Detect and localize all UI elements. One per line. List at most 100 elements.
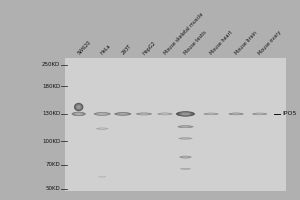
Ellipse shape	[182, 156, 189, 158]
Ellipse shape	[178, 137, 193, 139]
Text: 50KD: 50KD	[45, 186, 60, 191]
Ellipse shape	[137, 113, 151, 115]
Ellipse shape	[179, 112, 192, 116]
Ellipse shape	[205, 113, 217, 115]
Ellipse shape	[256, 113, 264, 115]
Ellipse shape	[138, 113, 150, 115]
Text: 100KD: 100KD	[42, 139, 60, 144]
Ellipse shape	[180, 126, 191, 128]
Ellipse shape	[233, 113, 239, 114]
Text: 250KD: 250KD	[42, 62, 60, 67]
Ellipse shape	[179, 126, 192, 128]
Ellipse shape	[203, 113, 219, 115]
Ellipse shape	[182, 126, 189, 127]
Ellipse shape	[181, 168, 190, 170]
Ellipse shape	[255, 113, 265, 115]
Ellipse shape	[99, 176, 105, 177]
Ellipse shape	[98, 113, 106, 115]
Ellipse shape	[95, 112, 110, 115]
Ellipse shape	[100, 128, 105, 129]
Text: 70KD: 70KD	[45, 162, 60, 167]
Ellipse shape	[99, 113, 106, 115]
Ellipse shape	[157, 113, 172, 115]
Ellipse shape	[181, 168, 190, 169]
Text: Mouse ovary: Mouse ovary	[257, 30, 282, 56]
Ellipse shape	[183, 138, 188, 139]
Ellipse shape	[114, 112, 131, 116]
Ellipse shape	[162, 113, 168, 114]
Ellipse shape	[207, 113, 215, 115]
Ellipse shape	[180, 138, 191, 139]
Ellipse shape	[181, 126, 190, 127]
Ellipse shape	[97, 128, 108, 129]
Ellipse shape	[141, 113, 147, 114]
Ellipse shape	[73, 112, 85, 116]
Text: 180KD: 180KD	[42, 84, 60, 89]
Text: 293T: 293T	[121, 44, 133, 56]
Ellipse shape	[181, 138, 190, 139]
Ellipse shape	[118, 113, 127, 115]
Ellipse shape	[178, 112, 193, 116]
Ellipse shape	[96, 128, 108, 130]
Ellipse shape	[140, 113, 148, 115]
Bar	[65, 58, 286, 191]
Ellipse shape	[161, 113, 169, 115]
Ellipse shape	[182, 138, 189, 139]
Ellipse shape	[182, 168, 189, 169]
Ellipse shape	[180, 156, 191, 158]
Ellipse shape	[179, 138, 192, 139]
Ellipse shape	[97, 113, 108, 115]
Ellipse shape	[75, 113, 82, 115]
Ellipse shape	[74, 103, 83, 111]
Ellipse shape	[177, 125, 194, 128]
Ellipse shape	[252, 113, 267, 115]
Ellipse shape	[100, 176, 104, 177]
Ellipse shape	[119, 113, 126, 115]
Ellipse shape	[253, 113, 266, 115]
Ellipse shape	[98, 128, 106, 129]
Ellipse shape	[100, 176, 105, 177]
Ellipse shape	[100, 176, 104, 177]
Ellipse shape	[229, 113, 243, 115]
Text: Mouse skeletal muscle: Mouse skeletal muscle	[163, 12, 204, 56]
Ellipse shape	[183, 168, 188, 169]
Ellipse shape	[99, 128, 105, 129]
Ellipse shape	[139, 113, 149, 115]
Ellipse shape	[77, 105, 80, 109]
Text: SW620: SW620	[76, 40, 92, 56]
Ellipse shape	[72, 112, 86, 116]
Ellipse shape	[178, 126, 193, 128]
Ellipse shape	[181, 156, 190, 158]
Ellipse shape	[204, 113, 218, 115]
Ellipse shape	[74, 113, 83, 115]
Ellipse shape	[96, 113, 109, 115]
Ellipse shape	[98, 176, 106, 177]
Ellipse shape	[231, 113, 241, 115]
Ellipse shape	[230, 113, 242, 115]
Ellipse shape	[75, 104, 82, 110]
Ellipse shape	[179, 156, 192, 158]
Ellipse shape	[158, 113, 172, 115]
Ellipse shape	[180, 168, 191, 170]
Ellipse shape	[177, 112, 194, 116]
Ellipse shape	[182, 156, 189, 158]
Ellipse shape	[94, 112, 111, 116]
Text: HeLa: HeLa	[100, 43, 112, 56]
Text: HepG2: HepG2	[142, 40, 157, 56]
Ellipse shape	[254, 113, 266, 115]
Ellipse shape	[74, 103, 83, 111]
Ellipse shape	[208, 113, 214, 114]
Ellipse shape	[159, 113, 171, 115]
Ellipse shape	[76, 105, 81, 109]
Ellipse shape	[117, 113, 128, 115]
Ellipse shape	[99, 176, 106, 177]
Ellipse shape	[232, 113, 240, 115]
Ellipse shape	[116, 113, 129, 115]
Text: Mouse heart: Mouse heart	[209, 30, 233, 56]
Ellipse shape	[181, 113, 190, 115]
Ellipse shape	[73, 112, 84, 116]
Ellipse shape	[256, 113, 263, 114]
Ellipse shape	[76, 113, 82, 115]
Ellipse shape	[76, 104, 82, 110]
Text: Mouse testis: Mouse testis	[183, 30, 208, 56]
